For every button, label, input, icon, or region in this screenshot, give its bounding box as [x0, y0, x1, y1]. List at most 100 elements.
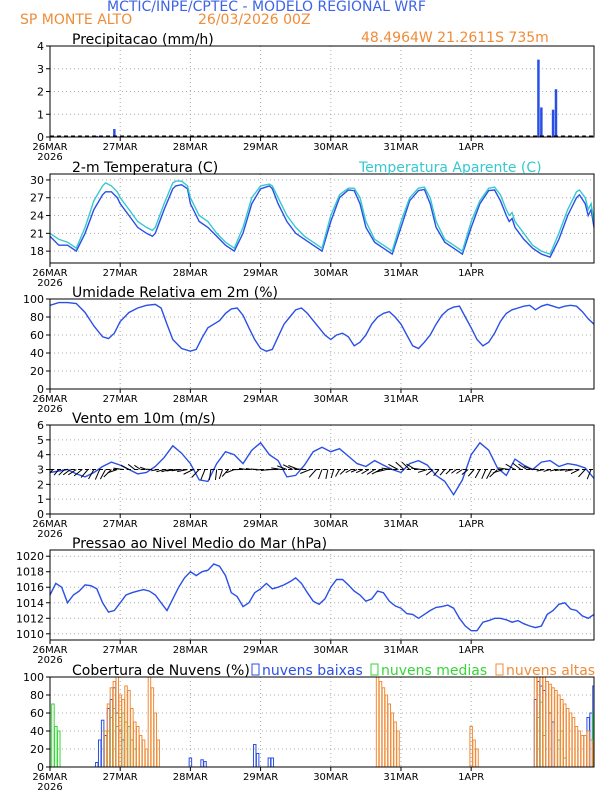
bar-nuvens-baixas: [596, 722, 598, 767]
bar-nuvens-baixas: [100, 719, 105, 767]
wind-arrow: [300, 469, 311, 474]
y-tick-label: 5: [37, 434, 44, 447]
y-tick-label: 1020: [16, 550, 44, 563]
y-tick-label: 6: [37, 419, 44, 432]
wind-arrow: [355, 469, 364, 474]
bar-nuvens-altas: [536, 677, 541, 767]
legend-swatch: [370, 663, 379, 676]
x-tick-label: 26MAR: [32, 142, 67, 153]
wind-arrow: [58, 469, 65, 476]
y-tick-label: 1: [37, 108, 44, 121]
wind-arrow: [127, 463, 136, 470]
wind-arrow: [317, 469, 323, 480]
x-tick-label: 29MAR: [243, 394, 278, 405]
wind-arrow: [601, 470, 602, 481]
bar-nuvens-altas: [147, 677, 152, 767]
x-tick-label: 27MAR: [103, 645, 138, 656]
wind-arrow: [53, 469, 60, 476]
wind-arrow: [486, 469, 493, 480]
wind-arrow: [554, 469, 562, 472]
bar-nuvens-medias: [54, 726, 58, 767]
wind-arrow: [171, 469, 182, 472]
bar-nuvens-altas: [580, 735, 585, 767]
x-tick-label: 31MAR: [383, 394, 418, 405]
bar-nuvens-altas: [375, 677, 380, 767]
wind-arrow: [388, 463, 399, 470]
bar-nuvens-altas: [153, 712, 158, 767]
wind-arrow: [439, 469, 446, 476]
x-tick-label: 31MAR: [383, 142, 418, 153]
y-tick-label: 1018: [16, 566, 44, 579]
bar-nuvens-altas: [589, 739, 593, 767]
bar-nuvens-baixas: [97, 739, 102, 767]
y-tick-label: 20: [30, 743, 44, 756]
wind-arrow: [350, 469, 358, 473]
x-tick-label: 26MAR: [32, 268, 67, 279]
bar-nuvens-altas: [150, 687, 155, 767]
y-tick-label: 21: [30, 227, 44, 240]
y-tick-label: 3: [37, 464, 44, 477]
x-year-label: 2026: [37, 655, 62, 666]
bar-nuvens-altas: [469, 726, 473, 767]
bar-nuvens-altas: [548, 683, 552, 767]
bar-nuvens-altas: [387, 703, 392, 767]
wind-arrow: [271, 467, 282, 470]
x-tick-label: 27MAR: [103, 772, 138, 783]
panel-title: Pressao ao Nivel Medio do Mar (hPa): [72, 536, 327, 552]
bar-nuvens-altas: [396, 730, 400, 767]
x-tick-label: 27MAR: [103, 268, 138, 279]
x-tick-label: 31MAR: [383, 519, 418, 530]
wind-arrow: [425, 469, 434, 476]
wind-arrow: [99, 469, 107, 480]
bar-nuvens-baixas: [203, 761, 207, 767]
x-tick-label: 31MAR: [383, 645, 418, 656]
bar-nuvens-medias: [599, 727, 601, 768]
bar-nuvens-baixas: [200, 759, 204, 767]
chart-main-title: MCTIC/INPE/CPTEC - MODELO REGIONAL WRF: [107, 0, 426, 15]
wind-arrow: [161, 469, 171, 473]
bar-nuvens-altas: [141, 739, 146, 767]
bar-nuvens-baixas: [252, 744, 257, 767]
y-tick-label: 100: [23, 671, 44, 684]
y-tick-label: 100: [23, 293, 44, 306]
bar-nuvens-altas: [133, 721, 137, 767]
x-tick-label: 31MAR: [383, 268, 418, 279]
x-tick-label: 28MAR: [173, 394, 208, 405]
y-tick-label: 2: [37, 478, 44, 491]
panel-frame: [49, 424, 595, 515]
series-group: [50, 180, 594, 258]
bar-nuvens-medias: [596, 740, 598, 767]
y-tick-label: 1012: [16, 612, 44, 625]
y-tick-label: 3: [37, 63, 44, 76]
wind-arrow: [498, 467, 510, 470]
legend-swatch: [251, 663, 260, 676]
x-year-label: 2026: [37, 404, 62, 415]
y-tick-label: 40: [30, 725, 44, 738]
bar-nuvens-altas: [551, 687, 555, 767]
wind-arrow: [586, 469, 592, 480]
series-group: [50, 563, 594, 632]
bar-nuvens-altas: [604, 677, 606, 767]
panel-frame: [49, 549, 595, 641]
line-umidade-relativa: [50, 301, 594, 352]
line-2-m-temperatura: [50, 183, 594, 258]
x-tick-label: 26MAR: [32, 645, 67, 656]
wind-arrow: [103, 469, 112, 478]
wind-arrow: [411, 467, 422, 470]
x-tick-label: 1APR: [458, 772, 484, 783]
series-group: [51, 677, 606, 768]
legend-label: nuvens baixas: [262, 663, 363, 679]
x-tick-label: 30MAR: [313, 268, 348, 279]
wind-arrow: [282, 464, 293, 470]
wind-arrow: [489, 469, 498, 478]
y-tick-label: 24: [30, 210, 44, 223]
wind-arrow: [345, 469, 352, 474]
bar-precipitacao: [537, 59, 540, 137]
wind-arrow: [134, 464, 141, 470]
wind-arrow: [381, 467, 393, 470]
panel-title-secondary: Temperatura Aparente (C): [358, 160, 542, 176]
x-tick-label: 30MAR: [313, 394, 348, 405]
panel-pressure: 1010 1012 1014 1016 1018 1020 26MAR 27MAR 28MAR 2…: [16, 536, 595, 666]
wind-arrow: [140, 466, 147, 470]
y-tick-label: 18: [30, 245, 44, 258]
